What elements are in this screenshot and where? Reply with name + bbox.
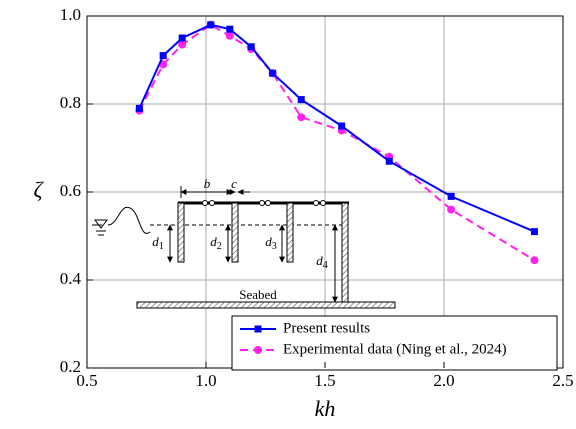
y-tick-label: 1.0 xyxy=(60,5,81,24)
grid xyxy=(86,15,564,369)
y-axis-label: ζ xyxy=(34,177,45,202)
y-tick-label: 0.2 xyxy=(60,357,81,376)
legend-box xyxy=(231,315,558,371)
point xyxy=(447,192,455,200)
y-tick-label: 0.6 xyxy=(60,181,81,200)
point xyxy=(225,31,234,40)
x-tick-label: 2.5 xyxy=(552,371,573,390)
point xyxy=(297,113,306,122)
point xyxy=(178,40,187,49)
series-line xyxy=(138,23,535,233)
point xyxy=(530,256,539,265)
x-tick-label: 1.5 xyxy=(314,371,335,390)
annotation: Seabed xyxy=(239,287,277,302)
point xyxy=(385,157,393,165)
annotations: b c d1 d2 d3 d4 Seabed xyxy=(152,176,328,302)
series-line xyxy=(138,23,535,262)
annotation: c xyxy=(231,176,237,191)
point xyxy=(135,104,143,112)
point xyxy=(530,228,538,236)
point xyxy=(338,122,346,130)
annotation: d4 xyxy=(316,253,328,271)
point xyxy=(159,52,167,60)
point xyxy=(207,21,215,29)
annotation: d3 xyxy=(265,234,277,252)
point xyxy=(297,96,305,104)
point xyxy=(178,34,186,42)
y-tick-label: 0.8 xyxy=(60,93,81,112)
legend-marker xyxy=(254,325,262,333)
legend-marker xyxy=(254,346,262,354)
annotation: b xyxy=(204,176,211,191)
x-tick-label: 1.0 xyxy=(195,371,216,390)
annotation: d2 xyxy=(210,234,222,252)
y-tick-label: 0.4 xyxy=(60,269,82,288)
point xyxy=(226,25,234,33)
annotation: d1 xyxy=(152,234,164,252)
point xyxy=(447,205,456,214)
x-tick-label: 2.0 xyxy=(433,371,454,390)
inset-diagram xyxy=(92,186,396,309)
legend: Present results Experimental data (Ning e… xyxy=(231,315,558,371)
x-axis-label: kh xyxy=(315,396,336,421)
legend-label: Present results xyxy=(283,320,370,336)
x-tick-label: 0.5 xyxy=(76,371,97,390)
data xyxy=(135,20,539,265)
point xyxy=(247,43,255,51)
legend-label: Experimental data (Ning et al., 2024) xyxy=(283,341,507,357)
point xyxy=(269,69,277,77)
